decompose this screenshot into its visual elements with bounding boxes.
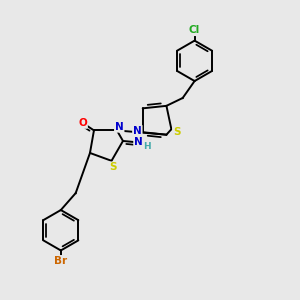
Text: O: O [78,118,87,128]
Text: H: H [143,142,151,152]
Text: N: N [134,137,143,147]
Text: S: S [109,162,117,172]
Text: Cl: Cl [189,25,200,35]
Text: N: N [115,122,124,132]
Text: N: N [133,126,142,136]
Text: Br: Br [54,256,68,266]
Text: S: S [173,127,181,136]
